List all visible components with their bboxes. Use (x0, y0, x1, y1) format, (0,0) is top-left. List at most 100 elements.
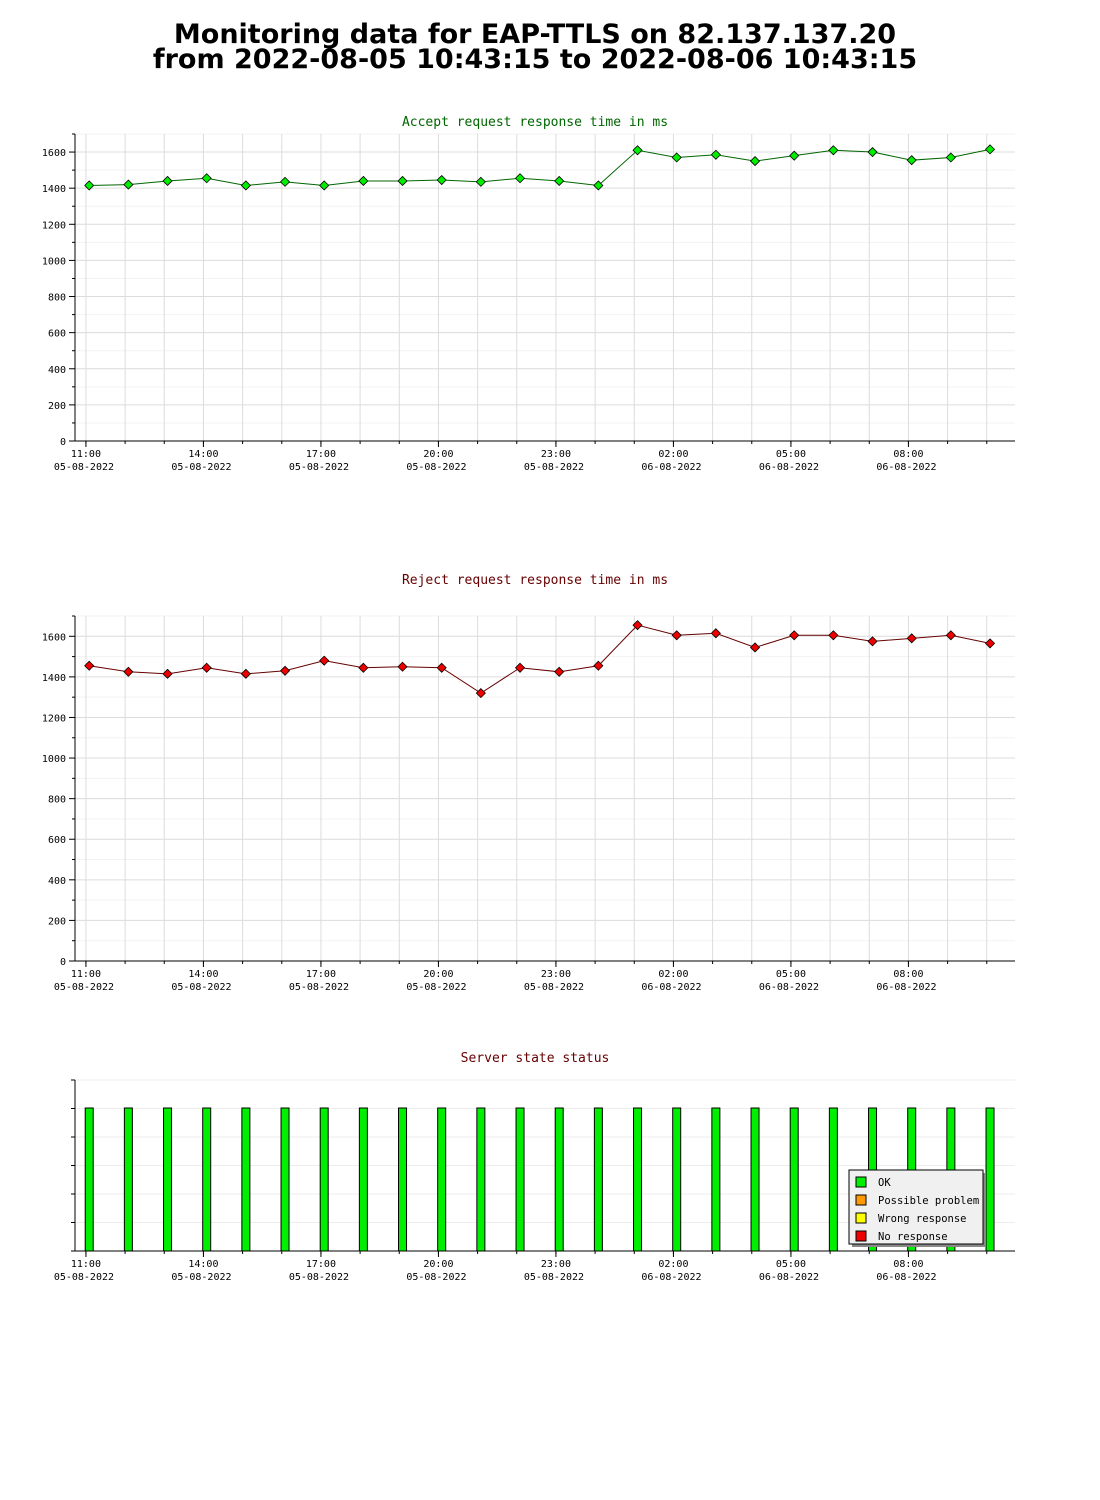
data-point (319, 655, 330, 666)
chart-title: Accept request response time in ms (402, 115, 668, 130)
x-tick-date-label: 05-08-2022 (406, 462, 466, 473)
y-tick-label: 1600 (42, 148, 66, 159)
data-point (632, 145, 643, 156)
status-bar (241, 1107, 251, 1252)
data-point (632, 620, 643, 631)
data-point (201, 173, 212, 184)
x-tick-time-label: 14:00 (188, 449, 218, 460)
x-tick-time-label: 14:00 (188, 1259, 218, 1270)
reject-response-chart: Reject request response time in ms 0 200 40… (42, 573, 1015, 990)
data-point (906, 633, 917, 644)
legend-swatch-possible-problem (855, 1194, 867, 1206)
y-tick-label: 1400 (42, 673, 66, 684)
x-tick-time-label: 20:00 (423, 1259, 453, 1270)
x-tick-date-label: 06-08-2022 (759, 982, 819, 990)
y-tick-label: 800 (48, 293, 66, 304)
data-point (84, 660, 95, 671)
series-line (89, 624, 991, 694)
status-bar (163, 1107, 173, 1252)
x-tick-date-label: 06-08-2022 (876, 1272, 936, 1283)
x-tick-date-label: 05-08-2022 (171, 982, 231, 990)
x-tick-time-label: 23:00 (541, 969, 571, 980)
legend-label-wrong-response: Wrong response (878, 1213, 967, 1225)
x-tick-time-label: 05:00 (776, 449, 806, 460)
data-point (240, 180, 251, 191)
x-tick-date-label: 05-08-2022 (524, 462, 584, 473)
data-point (279, 176, 291, 187)
x-tick-time-label: 20:00 (423, 449, 453, 460)
data-point (397, 661, 408, 672)
data-point (945, 630, 956, 641)
page-title: Monitoring data for EAP-TTLS on 82.137.1… (0, 19, 1070, 75)
x-tick-time-label: 02:00 (658, 1259, 688, 1270)
data-point (945, 152, 956, 163)
status-bar (319, 1107, 329, 1252)
status-bar (515, 1107, 525, 1252)
legend-swatch-no-response (855, 1230, 867, 1242)
x-tick-date-label: 05-08-2022 (524, 1272, 584, 1283)
status-bar (202, 1107, 212, 1252)
status-bar (398, 1107, 408, 1252)
chart-title: Reject request response time in ms (402, 573, 668, 588)
data-point (789, 150, 800, 161)
y-tick-label: 200 (48, 401, 66, 412)
data-point (123, 666, 134, 677)
x-tick-time-label: 17:00 (306, 1259, 336, 1270)
x-tick-time-label: 08:00 (893, 969, 923, 980)
data-point (84, 180, 95, 191)
page-title-line-1: Monitoring data for EAP-TTLS on 82.137.1… (173, 19, 897, 50)
data-point (671, 152, 682, 163)
x-tick-date-label: 05-08-2022 (289, 462, 349, 473)
y-tick-label: 800 (48, 795, 66, 806)
y-tick-label: 1000 (42, 256, 66, 267)
accept-response-chart: Accept request response time in ms 0 200 40… (42, 115, 1015, 473)
y-tick-label: 1200 (42, 220, 66, 231)
data-point (710, 149, 721, 160)
status-bar (985, 1107, 995, 1252)
y-tick-label: 600 (48, 835, 66, 846)
x-tick-date-label: 05-08-2022 (54, 462, 114, 473)
y-tick-label: 400 (48, 876, 66, 887)
y-tick-label: 0 (60, 957, 66, 968)
x-tick-time-label: 23:00 (541, 449, 571, 460)
data-point (828, 145, 839, 156)
data-point (593, 660, 604, 671)
status-bar (123, 1107, 133, 1252)
data-point (319, 180, 330, 191)
x-tick-date-label: 05-08-2022 (524, 982, 584, 990)
x-tick-time-label: 02:00 (658, 969, 688, 980)
data-point (984, 144, 996, 155)
data-point (749, 642, 761, 653)
x-tick-date-label: 06-08-2022 (641, 982, 701, 990)
status-bar (280, 1107, 290, 1252)
page-title-line-2: from 2022-08-05 10:43:15 to 2022-08-06 1… (152, 44, 918, 75)
x-tick-time-label: 20:00 (423, 969, 453, 980)
status-bar (789, 1107, 799, 1252)
data-point (201, 662, 212, 673)
x-tick-date-label: 05-08-2022 (54, 1272, 114, 1283)
status-bar (633, 1107, 643, 1252)
x-tick-time-label: 11:00 (71, 449, 101, 460)
data-point (162, 175, 173, 187)
data-point (397, 175, 408, 187)
data-point (475, 176, 486, 187)
y-tick-label: 0 (60, 437, 66, 448)
status-bar (672, 1107, 682, 1252)
x-tick-time-label: 23:00 (541, 1259, 571, 1270)
x-tick-time-label: 05:00 (776, 969, 806, 980)
legend-label-ok: OK (878, 1177, 891, 1189)
legend-swatch-wrong-response (855, 1212, 867, 1224)
data-point (593, 180, 604, 191)
x-tick-date-label: 06-08-2022 (876, 462, 936, 473)
x-tick-date-label: 05-08-2022 (406, 982, 466, 990)
x-tick-date-label: 05-08-2022 (171, 1272, 231, 1283)
status-bar (84, 1107, 94, 1252)
x-tick-date-label: 06-08-2022 (759, 462, 819, 473)
x-tick-date-label: 06-08-2022 (759, 1272, 819, 1283)
legend-label-no-response: No response (878, 1231, 948, 1243)
status-bar (711, 1107, 721, 1252)
x-tick-date-label: 06-08-2022 (876, 982, 936, 990)
data-point (358, 662, 369, 673)
data-point (436, 662, 447, 673)
status-bar (358, 1107, 368, 1252)
